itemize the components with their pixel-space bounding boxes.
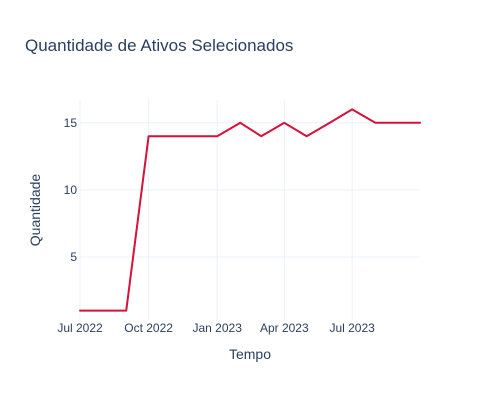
y-tick-label: 15 [64, 116, 78, 130]
series-line [79, 108, 421, 312]
series-layer [79, 108, 421, 312]
x-tick-label: Jul 2023 [329, 321, 375, 335]
x-tick-label: Jul 2022 [57, 321, 103, 335]
chart-title: Quantidade de Ativos Selecionados [25, 36, 293, 55]
y-axis-ticks: 5 10 15 [64, 116, 78, 264]
y-tick-label: 10 [64, 183, 78, 197]
x-tick-label: Oct 2022 [124, 321, 173, 335]
x-tick-label: Apr 2023 [260, 321, 309, 335]
y-tick-label: 5 [70, 250, 77, 264]
x-axis-ticks: Jul 2022 Oct 2022 Jan 2023 Apr 2023 Jul 2023 [57, 321, 375, 335]
x-axis-title: Tempo [229, 346, 271, 362]
x-tick-label: Jan 2023 [192, 321, 242, 335]
grid [79, 100, 420, 320]
y-axis-title: Quantidade [27, 174, 43, 247]
